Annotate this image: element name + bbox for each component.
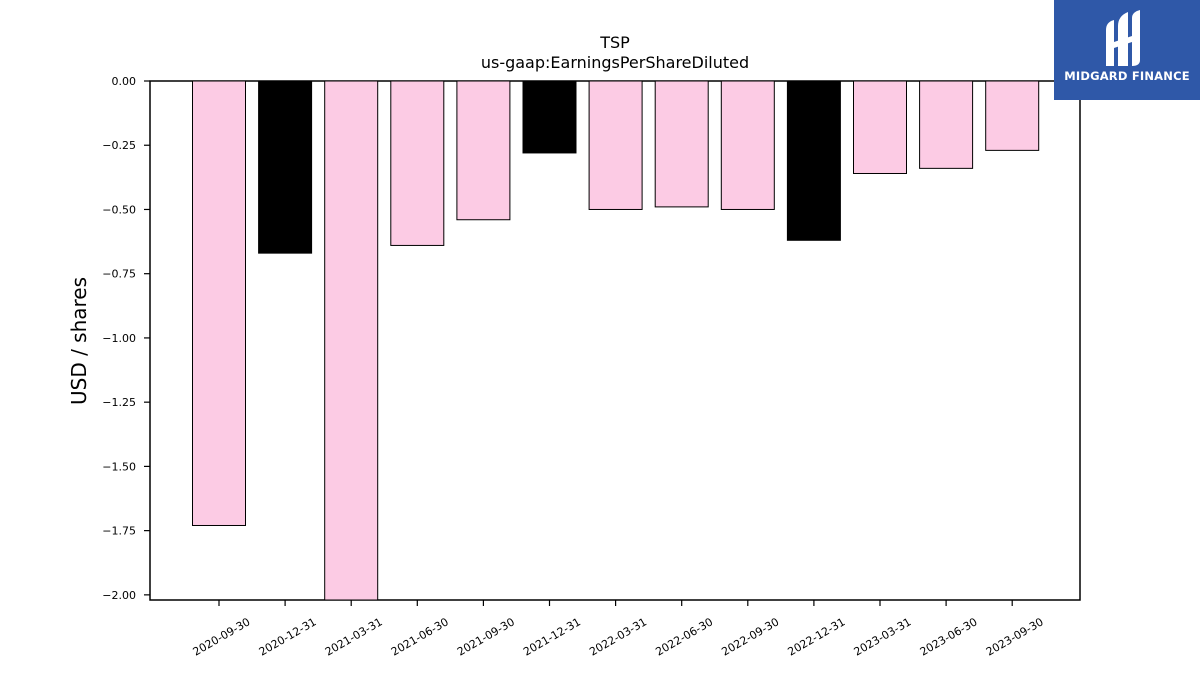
brand-logo: MIDGARD FINANCE [1054,0,1200,100]
x-tick-label: 2023-03-31 [852,615,914,658]
y-tick-label: −1.25 [102,396,136,409]
brand-logo-text: MIDGARD FINANCE [1064,69,1190,83]
x-tick-label: 2022-12-31 [786,615,848,658]
x-tick-label: 2021-09-30 [455,615,517,658]
bar-2022-12-31 [786,80,841,241]
bar-2022-09-30 [720,80,775,210]
x-tick-label: 2020-12-31 [257,615,319,658]
y-tick-label: 0.00 [112,75,137,88]
bar-2021-06-30 [390,80,445,246]
y-axis-label: USD / shares [67,277,91,405]
bar-2021-09-30 [456,80,511,221]
y-tick-label: −0.50 [102,203,136,216]
chart-title: TSP [599,33,630,52]
x-tick-label: 2023-06-30 [918,615,980,658]
chart-subtitle: us-gaap:EarningsPerShareDiluted [481,53,749,72]
x-tick-label: 2023-09-30 [984,615,1046,658]
x-tick-label: 2021-12-31 [521,615,583,658]
midgard-logo-icon [1106,10,1140,66]
x-tick-label: 2021-06-30 [389,615,451,658]
bar-2021-12-31 [522,80,577,154]
bars [192,80,1040,601]
y-tick-label: −2.00 [102,589,136,602]
x-tick-label: 2021-03-31 [323,615,385,658]
bar-2023-03-31 [853,80,907,174]
bar-2022-06-30 [654,80,709,208]
bar-2021-03-31 [324,80,379,601]
x-tick-label: 2022-09-30 [719,615,781,658]
y-tick-label: −1.00 [102,332,136,345]
x-tick-label: 2022-03-31 [587,615,649,658]
y-tick-label: −1.50 [102,460,136,473]
y-tick-label: −0.75 [102,268,136,281]
bar-2023-06-30 [919,80,974,169]
bar-2020-12-31 [258,80,313,254]
y-tick-label: −0.25 [102,139,136,152]
bar-2023-09-30 [985,80,1040,151]
bar-2022-03-31 [588,80,643,210]
x-tick-label: 2020-09-30 [191,615,253,658]
y-tick-label: −1.75 [102,525,136,538]
x-tick-label: 2022-06-30 [653,615,715,658]
bar-2020-09-30 [192,80,246,526]
